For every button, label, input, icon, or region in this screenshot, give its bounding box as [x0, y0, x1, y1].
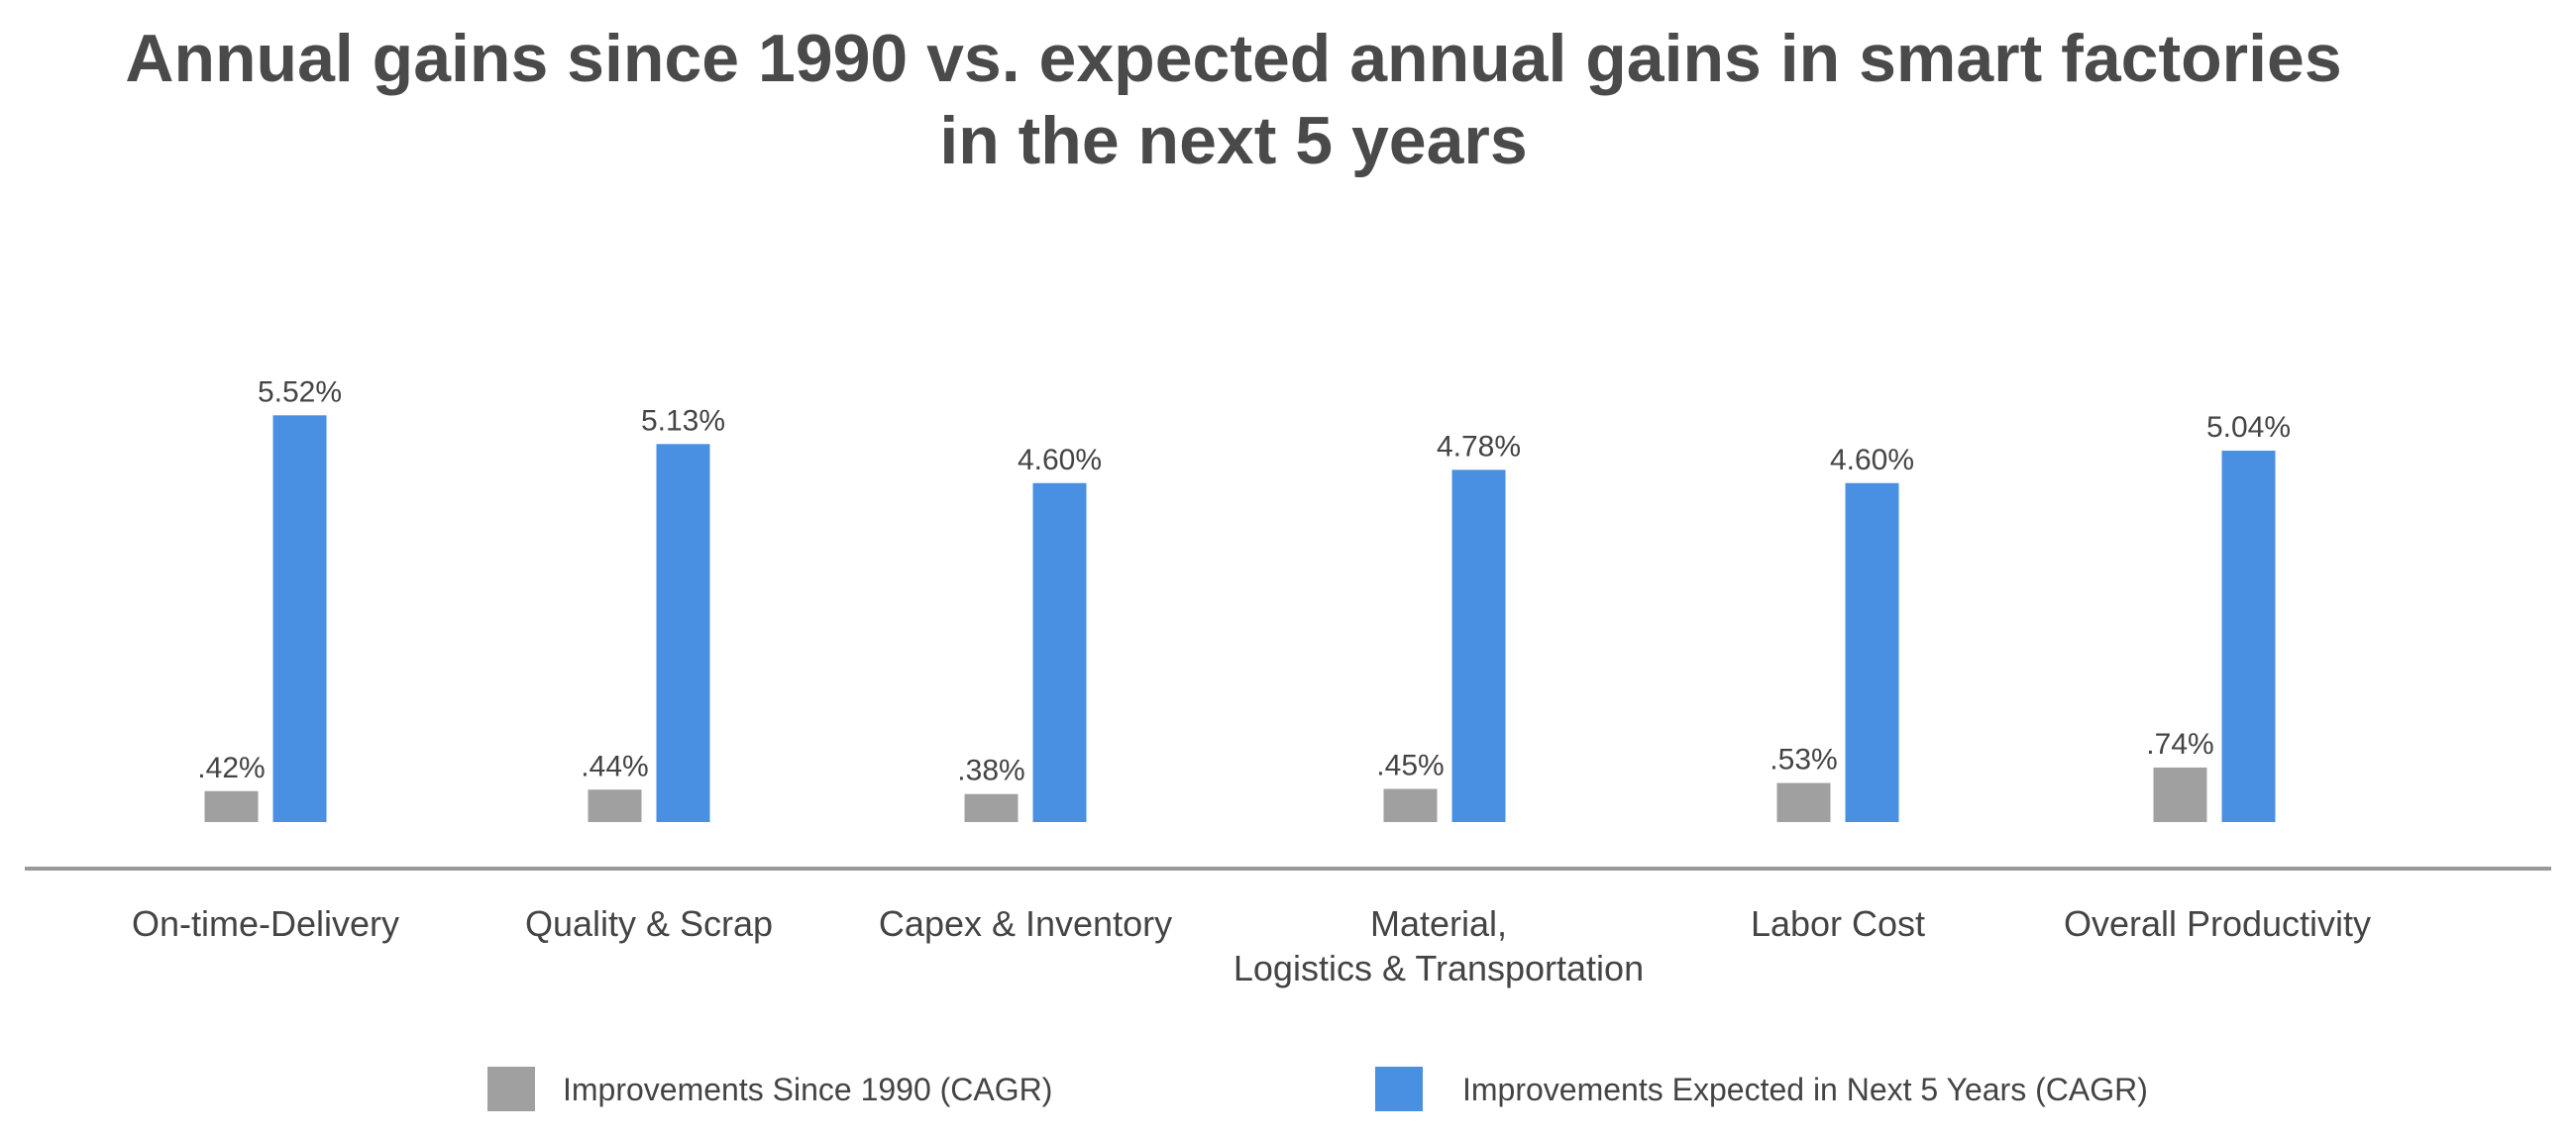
bar-expected-5 — [2221, 451, 2276, 822]
category-labels-group: On-time-Delivery Quality & Scrap Capex & I… — [132, 903, 2371, 988]
bar-expected-2 — [1032, 482, 1087, 822]
bar-expected-3 — [1451, 469, 1506, 822]
bar-since-1990-1 — [588, 789, 642, 822]
bars-group — [204, 415, 2276, 822]
bar-expected-1 — [656, 444, 710, 822]
bar-since-1990-5 — [2153, 767, 2207, 822]
category-label-line: Overall Productivity — [2064, 903, 2371, 944]
value-label-expected-2: 4.60% — [1018, 444, 1102, 476]
category-label-2: Capex & Inventory — [879, 903, 1172, 944]
category-label-0: On-time-Delivery — [132, 903, 399, 944]
legend: Improvements Since 1990 (CAGR) Improvemen… — [487, 1067, 2148, 1111]
legend-label-since-1990: Improvements Since 1990 (CAGR) — [563, 1072, 1052, 1107]
legend-swatch-expected — [1375, 1067, 1423, 1111]
value-label-since-1990-4: .53% — [1770, 744, 1837, 777]
chart-title-line-2: in the next 5 years — [939, 103, 1527, 178]
value-label-expected-4: 4.60% — [1830, 444, 1914, 476]
category-label-line: Labor Cost — [1751, 903, 1925, 944]
value-label-since-1990-1: .44% — [581, 750, 648, 782]
category-label-1: Quality & Scrap — [525, 903, 773, 944]
bar-since-1990-2 — [964, 793, 1019, 822]
category-label-line: Logistics & Transportation — [1234, 948, 1644, 988]
value-label-since-1990-0: .42% — [197, 752, 265, 784]
value-label-expected-0: 5.52% — [258, 375, 342, 408]
bar-expected-0 — [272, 415, 327, 822]
value-labels-group: .42% 5.52% .44% 5.13% .38% 4.60% .45% 4.78% .53%… — [197, 375, 2291, 786]
category-label-line: Material, — [1370, 903, 1507, 944]
legend-swatch-since-1990 — [487, 1067, 535, 1111]
value-label-since-1990-2: .38% — [957, 755, 1024, 787]
chart-title: Annual gains since 1990 vs. expected ann… — [125, 21, 2341, 178]
legend-label-expected: Improvements Expected in Next 5 Years (C… — [1462, 1072, 2148, 1107]
chart-title-line-1: Annual gains since 1990 vs. expected ann… — [125, 21, 2341, 96]
value-label-since-1990-3: .45% — [1376, 750, 1444, 782]
bar-expected-4 — [1845, 482, 1899, 822]
value-label-expected-1: 5.13% — [641, 404, 725, 437]
value-label-expected-3: 4.78% — [1437, 430, 1521, 463]
category-label-5: Overall Productivity — [2064, 903, 2371, 944]
value-label-since-1990-5: .74% — [2146, 728, 2213, 761]
category-label-line: Capex & Inventory — [879, 903, 1172, 944]
category-label-3: Material, Logistics & Transportation — [1234, 903, 1644, 988]
bar-since-1990-4 — [1776, 782, 1831, 822]
bar-since-1990-0 — [204, 790, 259, 822]
bar-since-1990-3 — [1383, 788, 1438, 822]
category-label-4: Labor Cost — [1751, 903, 1925, 944]
value-label-expected-5: 5.04% — [2206, 411, 2291, 444]
category-label-line: On-time-Delivery — [132, 903, 399, 944]
category-label-line: Quality & Scrap — [525, 903, 773, 944]
